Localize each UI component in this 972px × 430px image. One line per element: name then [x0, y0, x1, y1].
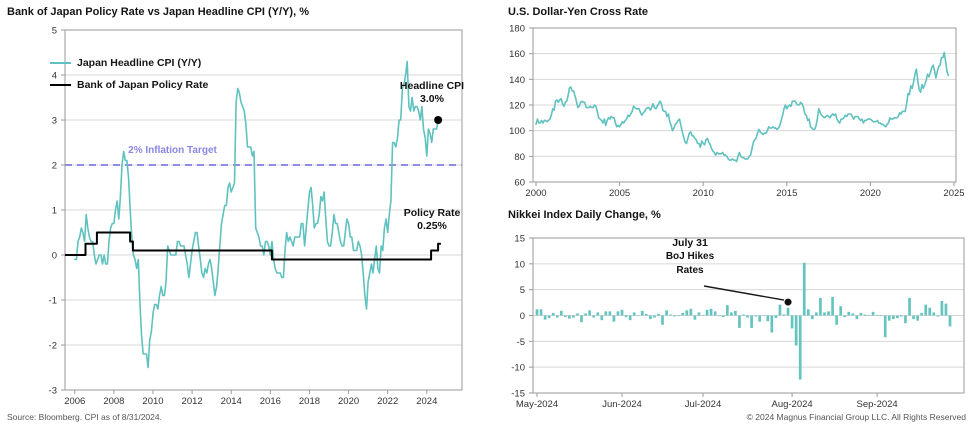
svg-text:2014: 2014: [221, 396, 242, 407]
boj-hike-annotation-line3: Rates: [676, 265, 704, 276]
svg-text:2000: 2000: [525, 188, 546, 199]
headline-cpi-annotation: Headline CPI 3.0%: [391, 80, 473, 106]
nikkei-chart-plot: May-2024 Jun-2024 Jul-2024 Aug-2024 Sep-2024…: [511, 234, 965, 410]
svg-text:5: 5: [52, 26, 57, 37]
svg-text:2018: 2018: [299, 396, 320, 407]
svg-text:2020: 2020: [860, 188, 881, 199]
svg-text:80: 80: [514, 152, 525, 163]
svg-text:-15: -15: [511, 389, 525, 400]
boj-hike-annotation-line2: BoJ Hikes: [665, 251, 715, 262]
legend-label-cpi: Japan Headline CPI (Y/Y): [77, 57, 202, 69]
svg-text:5: 5: [520, 285, 525, 296]
svg-text:May-2024: May-2024: [516, 399, 558, 410]
svg-text:-5: -5: [517, 337, 525, 348]
headline-cpi-annotation-line1: Headline CPI: [399, 80, 465, 92]
svg-text:180: 180: [509, 24, 525, 35]
nikkei-chart-title: Nikkei Index Daily Change, %: [508, 209, 661, 221]
boj-chart-plot: 2006 2008 2010 2012 2014 2016 2018 2020 2022 2024…: [49, 26, 463, 407]
svg-text:Sep-2024: Sep-2024: [857, 399, 898, 410]
svg-text:-1: -1: [49, 296, 57, 307]
svg-text:2010: 2010: [693, 188, 714, 199]
headline-cpi-annotation-value: 3.0%: [420, 93, 444, 105]
svg-text:2025: 2025: [943, 188, 964, 199]
inflation-target-label: 2% Inflation Target: [128, 145, 217, 156]
svg-text:60: 60: [514, 178, 525, 189]
svg-text:2008: 2008: [103, 396, 124, 407]
svg-text:Aug-2024: Aug-2024: [771, 399, 812, 410]
cpi-line-swatch: [50, 61, 71, 65]
svg-text:3: 3: [52, 116, 57, 127]
svg-text:2022: 2022: [377, 396, 398, 407]
legend-label-policy: Bank of Japan Policy Rate: [77, 79, 209, 91]
legend-item-cpi: Japan Headline CPI (Y/Y): [50, 52, 208, 74]
svg-text:Jun-2024: Jun-2024: [602, 399, 642, 410]
svg-text:2: 2: [52, 161, 57, 172]
boj-hike-annotation: July 31 BoJ Hikes Rates: [624, 236, 756, 278]
boj-chart-title: Bank of Japan Policy Rate vs Japan Headl…: [7, 6, 309, 18]
svg-text:100: 100: [509, 126, 525, 137]
usdjpy-chart-title: U.S. Dollar-Yen Cross Rate: [508, 6, 648, 18]
svg-text:0: 0: [520, 311, 525, 322]
svg-text:2016: 2016: [260, 396, 281, 407]
boj-cpi-chart: Bank of Japan Policy Rate vs Japan Headl…: [7, 6, 473, 407]
usdjpy-chart-plot: 2000 2005 2010 2015 2020 2025 180 160 140 120 100 8…: [509, 24, 964, 200]
legend-item-policy: Bank of Japan Policy Rate: [50, 74, 208, 96]
svg-text:2006: 2006: [64, 396, 85, 407]
svg-text:10: 10: [514, 259, 525, 270]
source-note: Source: Bloomberg. CPI as of 8/31/2024.: [7, 412, 162, 422]
svg-text:120: 120: [509, 101, 525, 112]
boj-hike-annotation-date: July 31: [672, 237, 708, 249]
svg-text:2012: 2012: [182, 396, 203, 407]
svg-text:-2: -2: [49, 341, 57, 352]
usdjpy-chart: U.S. Dollar-Yen Cross Rate 2000 2005 2010 2…: [486, 0, 972, 200]
svg-text:-3: -3: [49, 386, 57, 397]
svg-text:-10: -10: [511, 363, 525, 374]
svg-text:2015: 2015: [776, 188, 797, 199]
boj-legend: Japan Headline CPI (Y/Y) Bank of Japan P…: [50, 52, 208, 96]
svg-text:1: 1: [52, 206, 57, 217]
svg-text:15: 15: [514, 234, 525, 245]
svg-text:2005: 2005: [609, 188, 630, 199]
copyright-note: © 2024 Magnus Financial Group LLC. All R…: [746, 412, 966, 422]
svg-text:Jul-2024: Jul-2024: [685, 399, 721, 410]
svg-text:160: 160: [509, 49, 525, 60]
svg-text:0: 0: [52, 251, 57, 262]
policy-line-swatch: [50, 84, 71, 86]
policy-rate-annotation: Policy Rate 0.25%: [391, 207, 473, 233]
policy-rate-annotation-value: 0.25%: [417, 220, 447, 232]
svg-text:2024: 2024: [416, 396, 437, 407]
nikkei-chart: Nikkei Index Daily Change, % May-2024 Jun…: [486, 200, 972, 415]
svg-text:4: 4: [52, 71, 57, 82]
svg-text:2010: 2010: [142, 396, 163, 407]
svg-text:140: 140: [509, 75, 525, 86]
svg-text:2020: 2020: [338, 396, 359, 407]
policy-rate-annotation-line1: Policy Rate: [403, 207, 461, 219]
